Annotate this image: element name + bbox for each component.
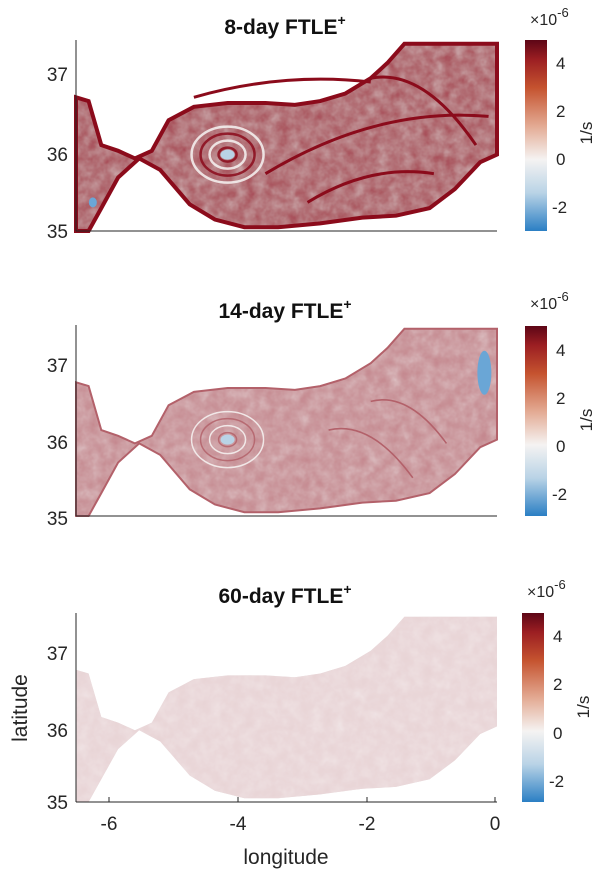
y-tick-label-35: 35 xyxy=(47,509,68,530)
y-tick-label: 37 36 35 xyxy=(47,356,68,530)
y-tick-label: 37 36 35 xyxy=(47,644,68,814)
x-tick-label-minus6: -6 xyxy=(101,814,118,835)
colorbar-tick-minus2: -2 xyxy=(549,772,564,791)
negative-ftle-patch xyxy=(477,350,492,395)
colorbar-tick-2: 2 xyxy=(556,102,565,121)
colorbar-tick-minus2: -2 xyxy=(552,485,567,504)
x-tick-labels: -6 -4 -2 0 xyxy=(101,797,501,835)
negative-ftle-patch xyxy=(88,197,97,208)
eddy-core xyxy=(220,149,235,160)
eddy-ring xyxy=(217,431,238,448)
colorbar-multiplier: ×10-6 xyxy=(527,577,566,601)
heatmap-field xyxy=(75,327,498,517)
colorbar-tick-0: 0 xyxy=(553,724,562,743)
ftle-field xyxy=(76,616,497,802)
colorbar-tick-4: 4 xyxy=(553,627,562,646)
colorbar-tick-minus2: -2 xyxy=(552,198,567,217)
x-tick-label-minus2: -2 xyxy=(359,814,376,835)
ftle-ridge xyxy=(328,427,414,479)
x-tick-label-0: 0 xyxy=(490,814,501,835)
heatmap-field xyxy=(74,41,499,233)
y-tick-label-37: 37 xyxy=(47,356,68,377)
y-tick-label-35: 35 xyxy=(47,222,68,243)
colorbar-tick-4: 4 xyxy=(556,341,565,360)
y-tick-label: 37 36 35 xyxy=(47,65,68,243)
colorbar-gradient xyxy=(525,326,547,516)
colorbar-tick-2: 2 xyxy=(556,389,565,408)
x-tick-label-minus4: -4 xyxy=(230,814,247,835)
colorbar-tick-2: 2 xyxy=(553,675,562,694)
colorbar-unit-label: 1/s xyxy=(577,409,596,432)
ftle-ridge xyxy=(193,77,371,99)
ftle-ridge xyxy=(370,75,478,146)
ftle-field xyxy=(76,328,497,516)
ftle-ridge-boundary xyxy=(74,41,499,233)
eddy-ring xyxy=(199,417,256,462)
eddy-ring xyxy=(190,125,265,184)
panel-title: 14-day FTLE+ xyxy=(218,296,351,323)
x-axis-label: longitude xyxy=(243,846,328,869)
colorbar-unit-label: 1/s xyxy=(574,696,593,719)
panel-8-day: 8-day FTLE+ 37 36 35 ×10-6 4 2 0 -2 1/s xyxy=(47,5,596,243)
colorbar-multiplier: ×10-6 xyxy=(530,289,569,313)
ftle-field xyxy=(76,43,497,231)
y-tick-label-36: 36 xyxy=(47,433,68,454)
colorbar: ×10-6 4 2 0 -2 1/s xyxy=(522,577,593,802)
heatmap-field xyxy=(76,616,497,802)
y-tick-label-37: 37 xyxy=(47,65,68,86)
ftle-ridge xyxy=(306,170,435,204)
colorbar-unit-label: 1/s xyxy=(577,122,596,145)
panel-60-day: 60-day FTLE+ 37 36 35 -6 -4 -2 0 longitu… xyxy=(9,577,593,869)
colorbar-tick-0: 0 xyxy=(556,437,565,456)
colorbar-tick-0: 0 xyxy=(556,150,565,169)
colorbar: ×10-6 4 2 0 -2 1/s xyxy=(525,289,596,516)
colorbar-gradient xyxy=(525,40,547,231)
colorbar-gradient xyxy=(522,613,544,802)
colorbar-multiplier: ×10-6 xyxy=(530,5,569,29)
eddy-ring xyxy=(208,424,247,455)
eddy-ring xyxy=(208,139,247,170)
panel-title: 60-day FTLE+ xyxy=(218,581,351,608)
colorbar-tick-4: 4 xyxy=(556,54,565,73)
colorbar: ×10-6 4 2 0 -2 1/s xyxy=(525,5,596,231)
ftle-ridge xyxy=(370,399,448,444)
eddy-ring xyxy=(190,410,265,469)
y-tick-label-36: 36 xyxy=(47,721,68,742)
eddy-ring xyxy=(199,132,256,177)
y-axis-label: latitude xyxy=(9,674,32,742)
panel-14-day: 14-day FTLE+ 37 36 35 ×10-6 4 2 0 -2 1/s xyxy=(47,289,596,530)
eddy-ring xyxy=(217,146,238,163)
y-tick-label-35: 35 xyxy=(47,793,68,814)
y-tick-label-36: 36 xyxy=(47,145,68,166)
ftle-ridge xyxy=(264,113,489,175)
y-tick-label-37: 37 xyxy=(47,644,68,665)
eddy-core xyxy=(220,434,235,445)
ftle-ridge-boundary xyxy=(75,327,498,517)
panel-title: 8-day FTLE+ xyxy=(224,12,345,39)
